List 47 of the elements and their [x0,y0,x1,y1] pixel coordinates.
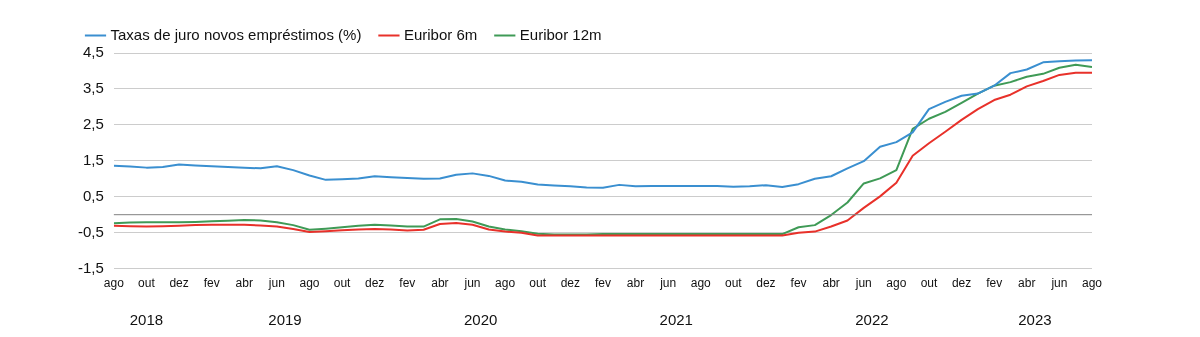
text: 2019 [268,311,302,329]
x-tick-label: jun [267,276,285,291]
x-tick-label: out [529,276,547,291]
x-tick-label: ago [495,276,516,291]
x-tick-label: dez [560,276,580,291]
x-tick-label: jun [659,276,677,291]
x-tick-label: jun [463,276,481,291]
x-tick-label: out [920,276,938,291]
x-tick-label: dez [756,276,776,291]
text: 2023 [1018,311,1052,329]
legend-label: Euribor 12m [519,25,602,43]
x-tick-label: ago [1081,276,1103,291]
x-tick-label: ago [299,276,320,291]
x-tick-label: out [138,276,156,291]
x-tick-label: fev [399,276,416,291]
text: 2020 [463,311,498,329]
x-tick-label: fev [594,276,611,291]
y-tick-label: -1,5 [77,258,104,276]
x-tick-label: jun [854,276,872,291]
x-tick-label: out [725,276,743,291]
x-tick-label: jun [1050,276,1068,291]
y-tick-label: 3,5 [82,79,104,97]
x-tick-label: dez [169,276,189,291]
x-tick-label: dez [365,276,385,291]
y-tick-label: 4,5 [82,43,104,61]
x-tick-label: abr [1018,276,1036,291]
x-tick-label: abr [431,276,449,291]
y-tick-label: 2,5 [82,115,104,133]
x-tick-label: ago [103,276,125,291]
x-tick-label: fev [986,276,1003,291]
legend-label: Taxas de juro novos empréstimos (%) [110,25,362,43]
legend-label: Euribor 6m [403,25,478,43]
y-tick-label: -0,5 [77,222,104,240]
y-tick-label: 1,5 [82,150,104,168]
x-tick-label: ago [886,276,907,291]
x-tick-label: abr [822,276,840,291]
y-tick-label: 0,5 [82,186,104,204]
x-tick-label: ago [690,276,712,291]
text: 2021 [659,311,693,329]
x-tick-label: abr [235,276,253,291]
x-tick-label: out [333,276,352,291]
x-tick-label: dez [951,276,972,291]
x-tick-label: fev [790,276,807,291]
text: 2022 [855,311,889,329]
x-tick-label: fev [203,276,220,291]
x-tick-label: abr [626,276,645,291]
text: 2018 [129,311,164,329]
